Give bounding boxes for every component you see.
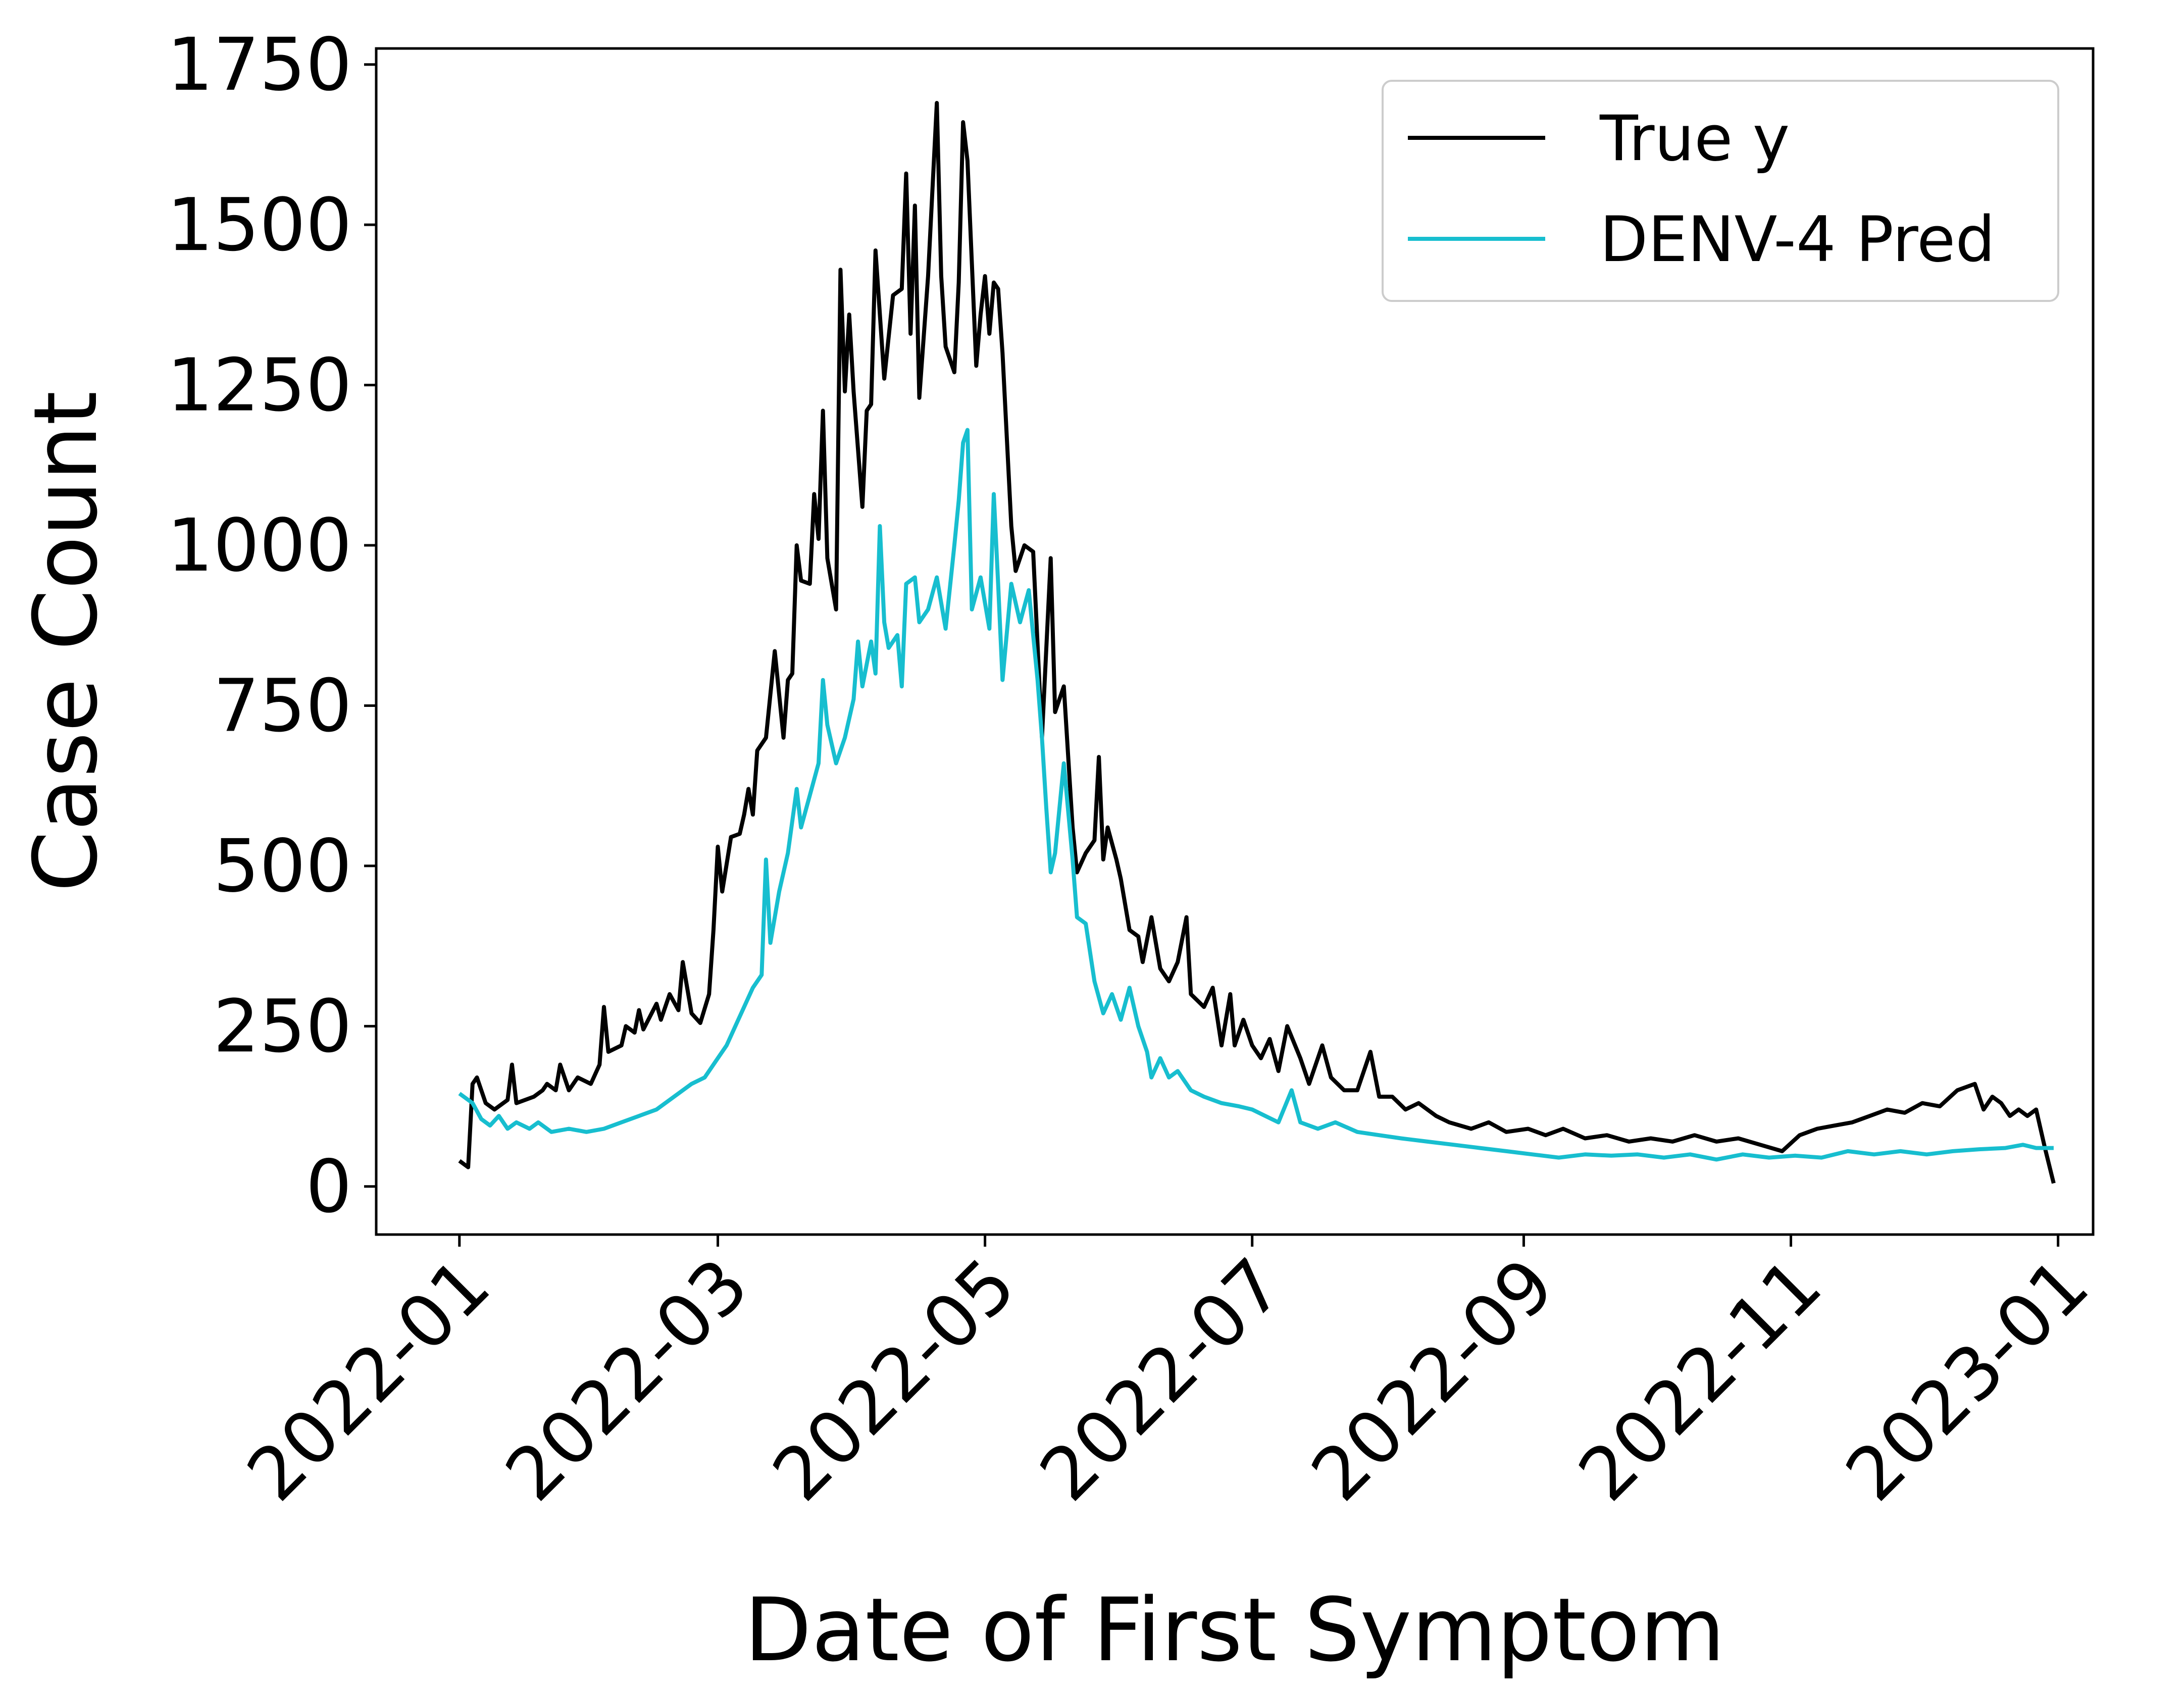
legend-label-denv4-pred: DENV-4 Pred	[1600, 203, 1995, 276]
y-tick-label: 1000	[167, 503, 352, 588]
plot-area-frame	[375, 47, 2095, 1236]
y-tick-label: 1250	[167, 343, 352, 428]
y-axis-title: Case Count	[15, 391, 117, 892]
y-tick-label: 500	[213, 824, 352, 908]
y-tick-label: 0	[306, 1144, 352, 1229]
y-tick-label: 1750	[167, 22, 352, 107]
series-line-true-y	[458, 100, 2056, 1184]
legend: True y DENV-4 Pred	[1382, 80, 2059, 302]
x-axis-title: Date of First Symptom	[744, 1579, 1725, 1681]
y-axis: 0 250 500 750 1000 1250 1500 1750	[167, 22, 376, 1229]
y-tick-label: 750	[213, 663, 352, 748]
series-line-denv4-pred	[458, 428, 2054, 1162]
series-layer	[458, 100, 2056, 1184]
legend-box	[1382, 80, 2059, 302]
y-tick-label: 1500	[167, 182, 352, 267]
y-tick-label: 250	[213, 984, 352, 1068]
legend-label-true-y: True y	[1599, 103, 1790, 175]
